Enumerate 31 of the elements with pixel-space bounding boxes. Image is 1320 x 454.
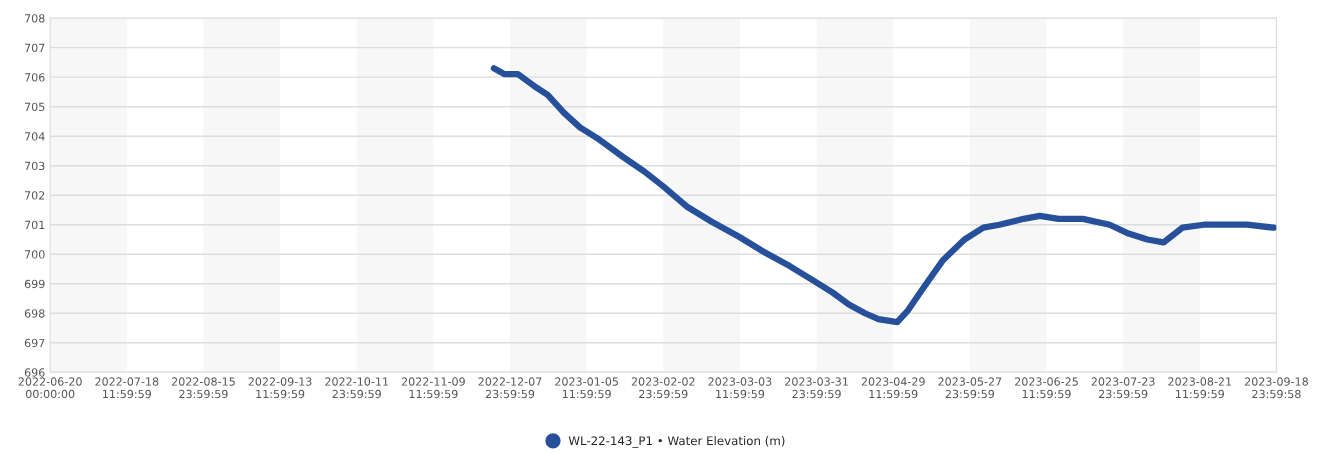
y-tick-label: 704 <box>25 132 45 141</box>
y-tick-label: 707 <box>25 43 45 53</box>
y-tick-label: 697 <box>24 338 45 348</box>
y-tick-label: 701 <box>25 220 45 230</box>
x-tick-label: 2022-10-11 23:59:59 <box>325 377 388 399</box>
y-tick-label: 700 <box>25 250 45 259</box>
y-tick-label: 703 <box>25 161 45 171</box>
x-tick-label: 2023-05-27 23:59:59 <box>938 377 1002 399</box>
x-tick-label: 2023-07-23 23:59:59 <box>1091 377 1155 399</box>
legend-label: WL-22-143_P1 • Water Elevation (m) <box>568 436 785 448</box>
x-tick-label: 2023-06-25 11:59:59 <box>1015 377 1078 399</box>
x-tick-label: 2023-03-03 11:59:59 <box>708 377 772 399</box>
x-tick-label: 2023-09-18 23:59:58 <box>1244 377 1308 399</box>
x-tick-label: 2022-08-15 23:59:59 <box>171 377 235 399</box>
y-tick-label: 706 <box>25 73 45 82</box>
x-tick-label: 2023-04-29 11:59:59 <box>861 377 925 399</box>
x-tick-label: 2022-07-18 11:59:59 <box>95 377 159 399</box>
x-tick-label: 2022-06-20 00:00:00 <box>18 377 82 399</box>
x-tick-label: 2023-01-05 11:59:59 <box>555 377 618 399</box>
x-tick-label: 2022-11-09 11:59:59 <box>401 377 465 399</box>
y-tick-label: 708 <box>25 14 45 23</box>
y-tick-label: 696 <box>24 368 45 377</box>
x-tick-label: 2022-09-13 11:59:59 <box>248 377 312 399</box>
x-tick-label: 2023-02-02 23:59:59 <box>631 377 695 399</box>
y-tick-label: 702 <box>25 191 45 200</box>
y-tick-label: 705 <box>25 102 45 112</box>
y-tick-label: 698 <box>24 309 45 318</box>
y-tick-label: 699 <box>24 279 45 289</box>
x-tick-label: 2023-08-21 11:59:59 <box>1168 377 1232 399</box>
x-tick-label: 2023-03-31 23:59:59 <box>785 377 848 399</box>
x-tick-label: 2022-12-07 23:59:59 <box>478 377 542 399</box>
